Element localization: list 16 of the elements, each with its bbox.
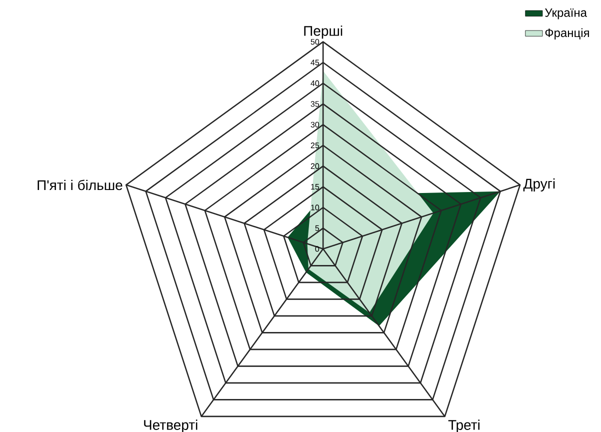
- y-tick-label: 5: [315, 225, 320, 231]
- y-tick-label: 50: [310, 38, 320, 45]
- y-tick-label: 15: [311, 184, 320, 190]
- spoke-label: Перші: [304, 26, 342, 39]
- spoke-label: Другі: [523, 178, 555, 192]
- y-tick-label: 25: [310, 142, 320, 148]
- y-tick-label: 30: [310, 122, 320, 128]
- y-tick-label: 40: [310, 80, 320, 86]
- y-tick-label: 45: [310, 60, 320, 66]
- y-tick-label: 35: [310, 101, 320, 107]
- y-tick-label: 10: [311, 204, 320, 210]
- legend-label: Україна: [544, 8, 587, 20]
- y-tick-label: 0: [315, 246, 320, 252]
- y-tick-label: 20: [310, 163, 320, 169]
- legend-label: Франція: [545, 28, 589, 40]
- spoke-label: П'яті і більше: [38, 180, 122, 190]
